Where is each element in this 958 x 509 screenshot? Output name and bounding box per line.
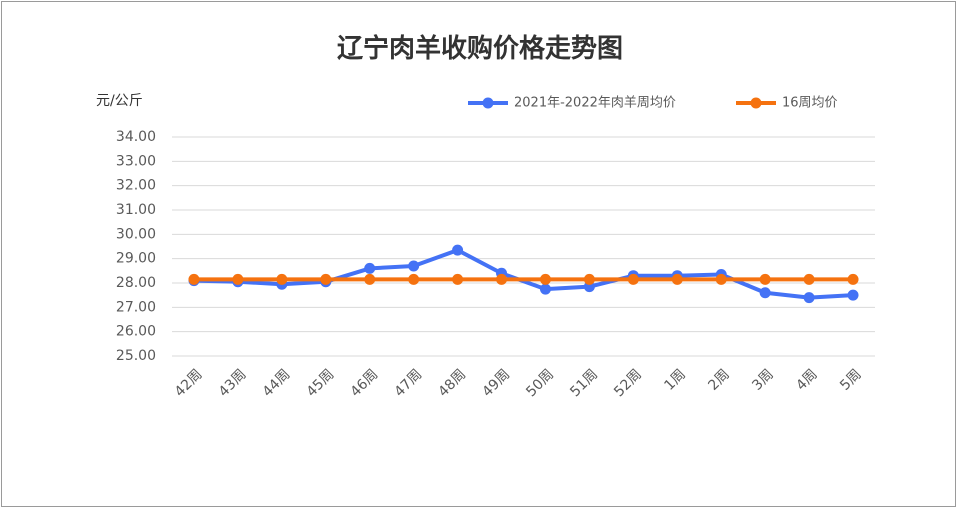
data-point: [452, 244, 464, 256]
y-axis-label: 元/公斤: [96, 93, 143, 109]
legend-label: 2021年-2022年肉羊周均价: [514, 95, 676, 111]
y-tick-label: 25.00: [116, 348, 156, 364]
legend-marker: [750, 97, 762, 109]
data-point: [364, 273, 376, 285]
y-tick-label: 30.00: [116, 226, 156, 242]
data-point: [847, 289, 859, 301]
legend-label: 16周均价: [782, 96, 838, 111]
data-point: [408, 273, 420, 285]
data-point: [715, 273, 727, 285]
data-point: [452, 273, 464, 285]
data-point: [627, 273, 639, 285]
data-point: [671, 273, 683, 285]
data-point: [188, 273, 200, 285]
y-tick-label: 34.00: [116, 129, 156, 145]
data-point: [320, 273, 332, 285]
data-point: [759, 287, 771, 299]
data-point: [408, 260, 420, 272]
data-point: [232, 273, 244, 285]
data-point: [583, 273, 595, 285]
data-point: [847, 273, 859, 285]
y-tick-label: 33.00: [116, 153, 156, 169]
data-point: [803, 273, 815, 285]
y-tick-label: 26.00: [116, 324, 156, 340]
data-point: [539, 273, 551, 285]
data-point: [276, 273, 288, 285]
y-tick-label: 29.00: [116, 251, 156, 267]
y-tick-label: 32.00: [116, 178, 156, 194]
data-point: [539, 283, 551, 295]
y-tick-label: 28.00: [116, 275, 156, 291]
y-tick-label: 31.00: [116, 202, 156, 218]
y-tick-label: 27.00: [116, 299, 156, 315]
legend-marker: [482, 97, 494, 109]
data-point: [759, 273, 771, 285]
chart-title: 辽宁肉羊收购价格走势图: [337, 33, 623, 64]
data-point: [364, 262, 376, 274]
data-point: [803, 292, 815, 304]
data-point: [496, 273, 508, 285]
